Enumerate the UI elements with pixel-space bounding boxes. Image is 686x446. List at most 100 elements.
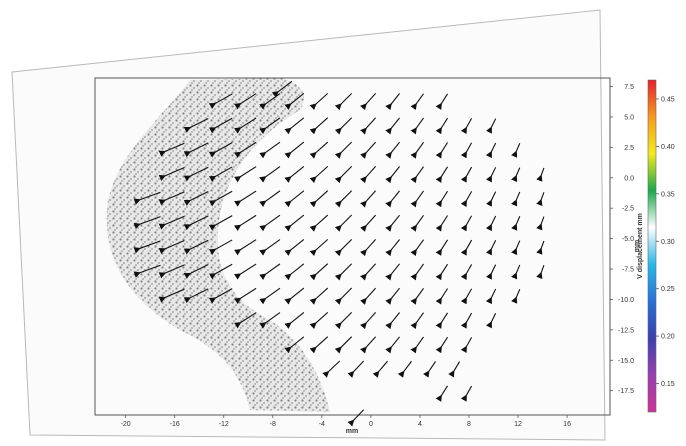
x-tick-label: -12 — [219, 421, 229, 428]
displacement-vector — [284, 190, 305, 208]
displacement-vector — [259, 166, 281, 183]
displacement-vector — [385, 141, 400, 159]
specimen-texture — [106, 78, 330, 412]
colorbar-tick-label: 0.35 — [661, 191, 675, 198]
displacement-vector — [208, 288, 233, 304]
displacement-vector — [334, 190, 353, 208]
displacement-vector — [334, 117, 353, 135]
displacement-vector — [309, 117, 329, 135]
displacement-vector — [435, 215, 449, 232]
displacement-vector — [360, 93, 377, 111]
displacement-vector — [158, 240, 185, 255]
displacement-vector — [334, 238, 353, 257]
displacement-vector — [334, 165, 353, 184]
displacement-vector — [347, 360, 365, 378]
displacement-vector — [309, 311, 329, 330]
displacement-vector — [208, 166, 233, 183]
x-tick-label: 12 — [514, 421, 522, 428]
displacement-vector — [435, 336, 449, 354]
displacement-vector — [435, 142, 449, 159]
displacement-vector — [511, 167, 521, 183]
displacement-vector — [460, 288, 473, 305]
displacement-vector — [259, 141, 281, 159]
colorbar-scale — [647, 79, 657, 413]
displacement-vector — [423, 361, 437, 378]
displacement-vector — [284, 93, 305, 110]
displacement-vector — [385, 287, 400, 305]
displacement-vector — [460, 166, 473, 183]
displacement-vector — [485, 191, 497, 207]
y-tick-label: -5.0 — [622, 236, 634, 243]
y-tick-label: -7.5 — [622, 267, 634, 274]
displacement-vector — [460, 312, 473, 329]
displacement-vector — [511, 216, 521, 231]
displacement-vector — [234, 141, 257, 159]
displacement-vector — [410, 93, 424, 111]
x-axis: -20 -16 -12 -8 -4 0 4 8 12 16 — [121, 415, 571, 428]
displacement-vector — [183, 118, 209, 133]
displacement-vector — [536, 240, 545, 255]
displacement-vector — [309, 141, 329, 159]
displacement-vector — [410, 312, 424, 330]
displacement-vectors — [133, 80, 545, 427]
displacement-vector — [460, 239, 473, 256]
displacement-vector — [309, 287, 329, 305]
displacement-vector — [435, 385, 449, 402]
displacement-vector — [385, 214, 400, 232]
displacement-vector — [360, 214, 377, 232]
displacement-vector — [133, 216, 161, 230]
displacement-vector — [460, 264, 473, 281]
displacement-vector — [536, 167, 545, 182]
displacement-vector — [208, 93, 233, 110]
displacement-vector — [385, 263, 400, 281]
displacement-vector — [410, 117, 424, 135]
x-tick-label: 8 — [467, 421, 471, 428]
x-tick-label: 0 — [369, 421, 373, 428]
displacement-vector — [133, 264, 161, 278]
x-tick-label: -16 — [170, 421, 180, 428]
displacement-vector — [485, 240, 497, 256]
displacement-vector — [511, 289, 521, 304]
displacement-vector — [284, 263, 305, 281]
displacement-vector — [360, 141, 377, 159]
x-tick-label: 16 — [563, 421, 571, 428]
colorbar: 0.45 0.40 0.35 0.30 0.25 0.20 0.15 V displacem… — [637, 79, 675, 413]
x-tick-label: -8 — [270, 421, 276, 428]
displacement-vector — [208, 117, 233, 134]
displacement-vector — [183, 288, 209, 304]
displacement-vector — [208, 263, 233, 280]
colorbar-tick-label: 0.40 — [661, 144, 675, 151]
displacement-vector — [284, 336, 305, 354]
displacement-vector — [309, 336, 329, 354]
displacement-vector — [385, 239, 400, 257]
displacement-vector — [410, 190, 424, 208]
displacement-vector — [234, 214, 257, 232]
displacement-vector — [435, 166, 449, 183]
displacement-vector — [334, 214, 353, 232]
y-tick-label: 5.0 — [624, 114, 634, 121]
displacement-vector — [284, 312, 305, 329]
displacement-vector — [360, 239, 377, 257]
displacement-vector — [410, 287, 424, 305]
displacement-vector — [334, 336, 353, 354]
displacement-vector — [347, 409, 365, 427]
displacement-vector — [183, 191, 209, 206]
displacement-vector — [460, 215, 473, 232]
displacement-vector — [322, 360, 341, 378]
displacement-vector — [284, 117, 305, 135]
displacement-vector — [435, 312, 449, 329]
displacement-vector — [410, 141, 424, 159]
colorbar-ticks: 0.45 0.40 0.35 0.30 0.25 0.20 0.15 — [656, 96, 675, 388]
displacement-vector — [309, 214, 329, 232]
displacement-vector — [158, 215, 185, 230]
displacement-vector — [133, 240, 161, 254]
displacement-vector — [410, 214, 424, 232]
displacement-vector — [410, 166, 424, 184]
displacement-vector — [360, 312, 377, 330]
y-axis: 7.5 5.0 2.5 0.0 -2.5 -5.0 -7.5 -10.0 -12.5 -15.0 -… — [610, 84, 634, 395]
displacement-vector — [360, 336, 377, 354]
displacement-vector — [259, 214, 281, 232]
displacement-vector — [485, 215, 497, 232]
displacement-vector — [284, 214, 305, 232]
y-tick-label: -17.5 — [618, 388, 634, 395]
